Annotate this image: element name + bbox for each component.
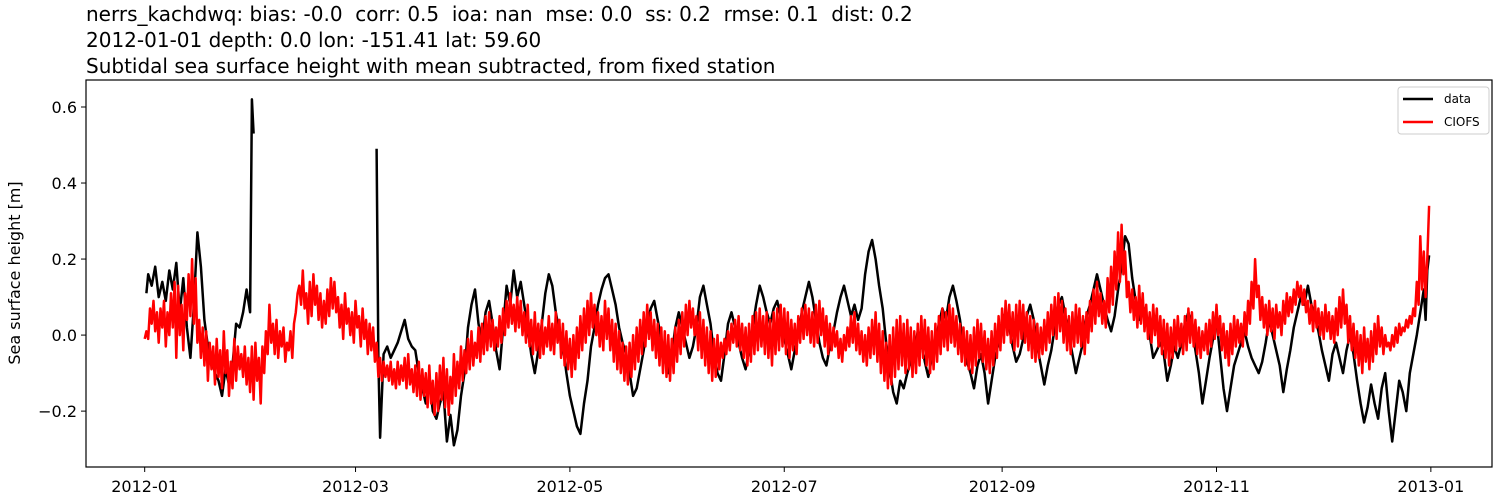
series-line-data [375,148,1431,447]
chart-title-description: Subtidal sea surface height with mean su… [86,54,776,78]
x-tick-label: 2012-09 [969,477,1036,496]
y-tick-label: 0.0 [52,326,77,345]
x-tick-label: 2013-01 [1397,477,1464,496]
chart-title-metrics: nerrs_kachdwq: bias: -0.0 corr: 0.5 ioa:… [86,2,913,26]
x-tick-label: 2012-03 [322,477,389,496]
y-tick-label: −0.2 [38,402,77,421]
y-tick-label: 0.2 [52,250,77,269]
legend: data CIOFS [1397,86,1490,135]
y-axis-label: Sea surface height [m] [5,181,24,364]
series-line-ciofs [143,205,1431,417]
x-tick-label: 2012-05 [536,477,603,496]
x-axis: 2012-01 2012-03 2012-05 2012-07 2012-09 2012-… [111,467,1464,496]
x-tick-label: 2012-07 [751,477,818,496]
y-axis: 0.6 0.4 0.2 0.0 −0.2 [38,98,86,421]
legend-label-data: data [1444,92,1471,106]
plot-frame [85,79,1493,468]
series-line-data [145,98,255,398]
x-tick-label: 2012-01 [111,477,178,496]
x-tick-label: 2012-11 [1183,477,1250,496]
chart-title-location: 2012-01-01 depth: 0.0 lon: -151.41 lat: … [86,28,542,52]
y-tick-label: 0.6 [52,98,77,117]
legend-label-ciofs: CIOFS [1444,115,1480,129]
plot-area-series [143,98,1431,447]
y-tick-label: 0.4 [52,174,77,193]
